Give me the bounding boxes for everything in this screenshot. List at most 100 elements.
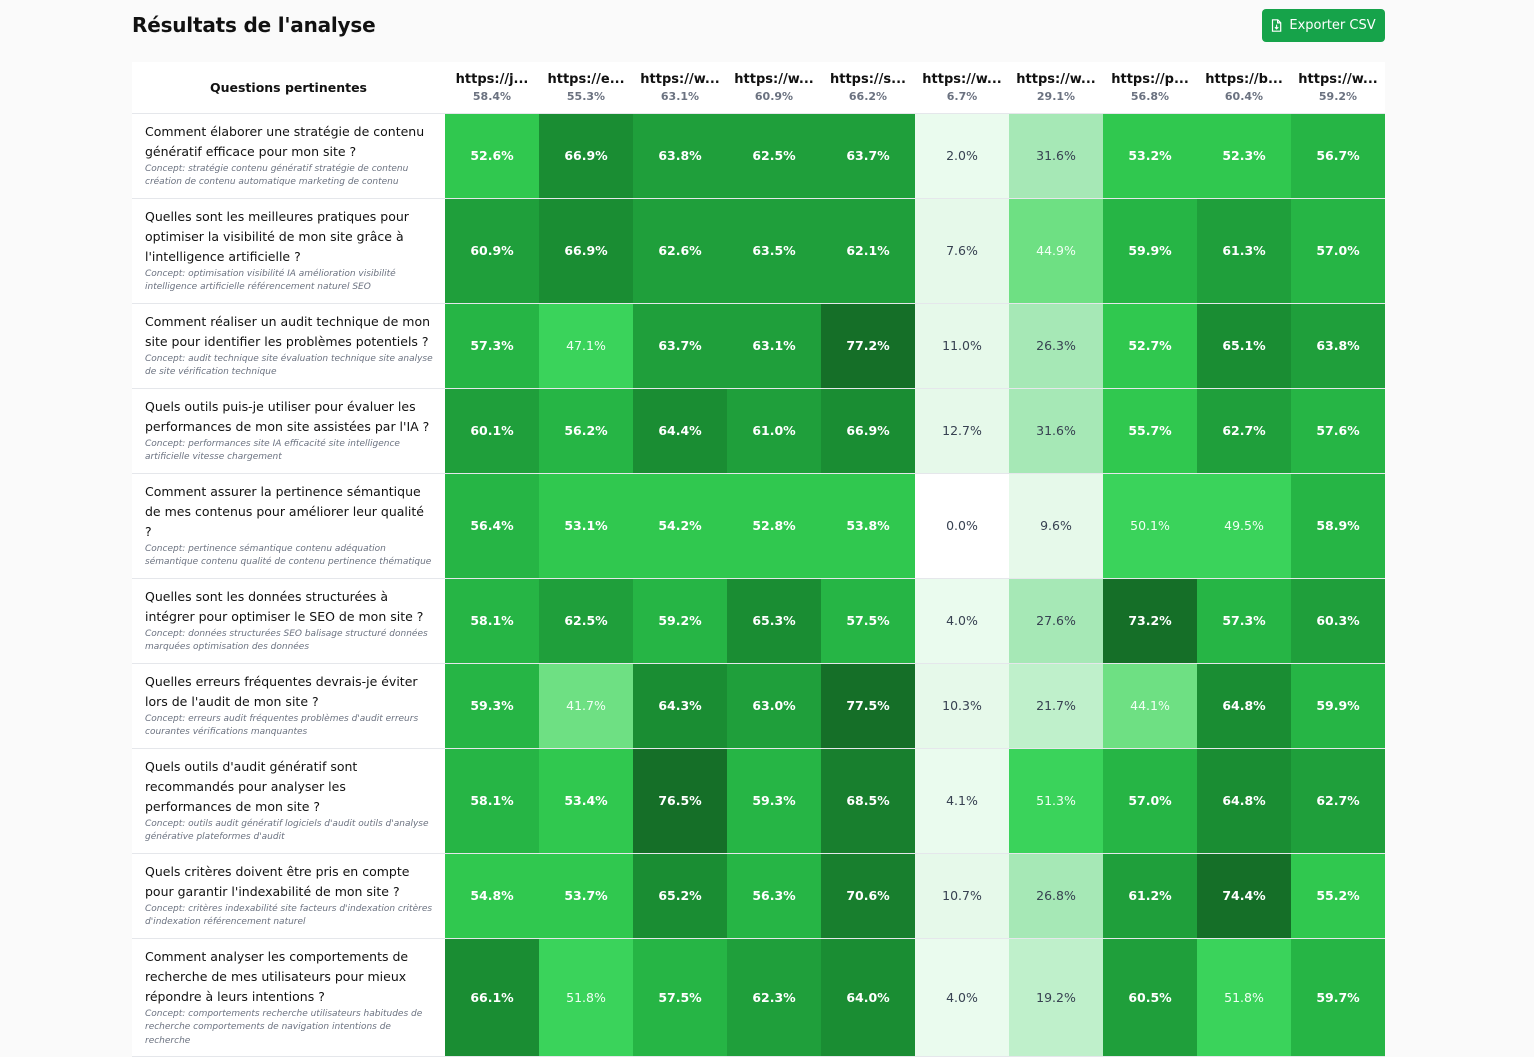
score-cell: 62.5% [727,113,821,199]
column-url: https://e... [547,71,625,87]
score-cell: 56.2% [539,388,633,474]
column-url: https://w... [1298,71,1378,87]
question-text: Comment réaliser un audit technique de m… [145,313,431,349]
url-column-header[interactable]: https://b... 60.4% [1197,62,1291,114]
score-cell: 0.0% [915,473,1009,579]
export-csv-button[interactable]: Exporter CSV [1262,9,1385,42]
column-average: 29.1% [1036,89,1076,103]
url-column-header[interactable]: https://e... 55.3% [539,62,633,114]
question-text: Comment élaborer une stratégie de conten… [145,123,425,159]
url-column-header[interactable]: https://w... 59.2% [1291,62,1385,114]
score-cell: 55.7% [1103,388,1197,474]
url-column-header[interactable]: https://w... 29.1% [1009,62,1103,114]
score-cell: 58.1% [445,578,539,664]
score-cell: 62.7% [1197,388,1291,474]
score-cell: 4.1% [915,748,1009,854]
column-url: https://w... [922,71,1002,87]
score-cell: 59.3% [445,663,539,749]
score-cell: 52.6% [445,113,539,199]
score-cell: 59.2% [633,578,727,664]
export-csv-label: Exporter CSV [1289,18,1376,33]
table-body: Comment élaborer une stratégie de conten… [132,113,1385,1057]
score-cell: 53.2% [1103,113,1197,199]
score-cell: 41.7% [539,663,633,749]
url-column-header[interactable]: https://s... 66.2% [821,62,915,114]
url-column-header[interactable]: https://j... 58.4% [445,62,539,114]
score-cell: 65.2% [633,853,727,939]
score-cell: 57.6% [1291,388,1385,474]
score-cell: 60.9% [445,198,539,304]
analysis-table: Questions pertinentes https://j... 58.4% h… [132,62,1385,1057]
question-text: Quels critères doivent être pris en comp… [145,863,410,899]
question-cell: Quels outils d'audit génératif sont reco… [132,748,445,854]
score-cell: 57.5% [633,938,727,1057]
score-cell: 53.8% [821,473,915,579]
score-cell: 64.0% [821,938,915,1057]
score-cell: 63.7% [633,303,727,389]
score-cell: 59.7% [1291,938,1385,1057]
table-header-row: Questions pertinentes https://j... 58.4% h… [132,62,1385,114]
question-text: Quelles erreurs fréquentes devrais-je év… [145,673,418,709]
question-text: Comment assurer la pertinence sémantique… [145,483,424,539]
table-row: Quelles sont les données structurées à i… [132,578,1385,664]
question-text: Quelles sont les données structurées à i… [145,588,424,624]
score-cell: 44.9% [1009,198,1103,304]
score-cell: 61.0% [727,388,821,474]
score-cell: 56.4% [445,473,539,579]
score-cell: 53.4% [539,748,633,854]
column-average: 59.2% [1318,89,1358,103]
url-column-header[interactable]: https://w... 6.7% [915,62,1009,114]
question-cell: Quels outils puis-je utiliser pour évalu… [132,388,445,474]
score-cell: 57.3% [1197,578,1291,664]
score-cell: 51.3% [1009,748,1103,854]
score-cell: 63.8% [1291,303,1385,389]
score-cell: 10.3% [915,663,1009,749]
table-row: Quelles sont les meilleures pratiques po… [132,198,1385,304]
question-concept: Concept: données structurées SEO balisag… [145,628,428,653]
score-cell: 21.7% [1009,663,1103,749]
score-cell: 63.7% [821,113,915,199]
score-cell: 56.3% [727,853,821,939]
score-cell: 63.8% [633,113,727,199]
url-column-header[interactable]: https://w... 60.9% [727,62,821,114]
score-cell: 31.6% [1009,113,1103,199]
column-average: 60.4% [1224,89,1264,103]
score-cell: 12.7% [915,388,1009,474]
table-row: Quels outils puis-je utiliser pour évalu… [132,388,1385,474]
score-cell: 65.3% [727,578,821,664]
score-cell: 77.5% [821,663,915,749]
question-cell: Comment réaliser un audit technique de m… [132,303,445,389]
question-cell: Quels critères doivent être pris en comp… [132,853,445,939]
score-cell: 68.5% [821,748,915,854]
question-text: Quels outils puis-je utiliser pour évalu… [145,398,430,434]
score-cell: 10.7% [915,853,1009,939]
score-cell: 64.3% [633,663,727,749]
question-text: Comment analyser les comportements de re… [145,948,409,1004]
score-cell: 66.1% [445,938,539,1057]
url-column-header[interactable]: https://p... 56.8% [1103,62,1197,114]
table-row: Comment analyser les comportements de re… [132,938,1385,1057]
question-concept: Concept: critères indexabilité site fact… [145,903,433,928]
score-cell: 52.3% [1197,113,1291,199]
score-cell: 53.7% [539,853,633,939]
score-cell: 53.1% [539,473,633,579]
score-cell: 58.9% [1291,473,1385,579]
question-concept: Concept: audit technique site évaluation… [145,353,433,378]
score-cell: 26.8% [1009,853,1103,939]
score-cell: 62.7% [1291,748,1385,854]
page-title: Résultats de l'analyse [132,13,376,37]
question-text: Quelles sont les meilleures pratiques po… [145,208,409,264]
question-cell: Quelles erreurs fréquentes devrais-je év… [132,663,445,749]
score-cell: 11.0% [915,303,1009,389]
score-cell: 59.9% [1291,663,1385,749]
score-cell: 4.0% [915,578,1009,664]
url-column-header[interactable]: https://w... 63.1% [633,62,727,114]
score-cell: 4.0% [915,938,1009,1057]
score-cell: 62.1% [821,198,915,304]
score-cell: 31.6% [1009,388,1103,474]
score-cell: 60.1% [445,388,539,474]
score-cell: 57.5% [821,578,915,664]
score-cell: 59.9% [1103,198,1197,304]
score-cell: 63.0% [727,663,821,749]
table-row: Quels critères doivent être pris en comp… [132,853,1385,939]
